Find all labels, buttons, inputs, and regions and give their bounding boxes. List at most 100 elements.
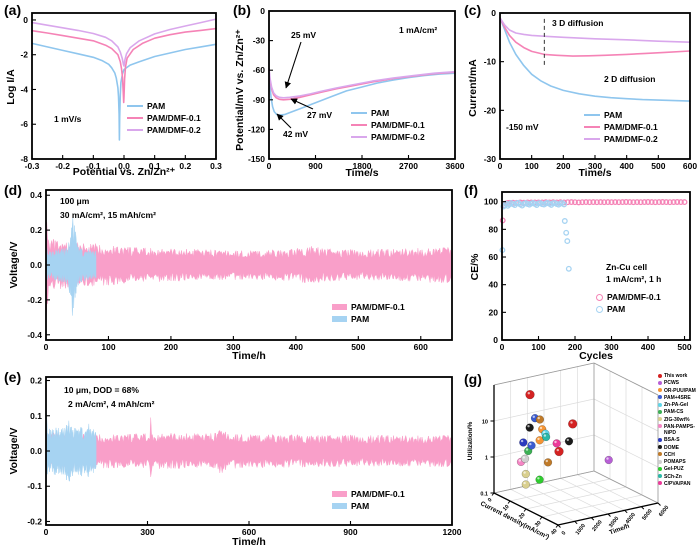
svg-text:300: 300 [604,342,618,352]
legend-item: PAM [332,501,405,511]
svg-text:40: 40 [550,528,559,537]
panel-f: (f) CE/% Cycles 0 100 200 300 400 500 100 80 60 4… [464,180,698,363]
svg-text:2 D diffusion: 2 D diffusion [604,74,655,84]
data-sphere [604,455,613,465]
svg-text:42 mV: 42 mV [283,129,308,139]
legend-item: Gel-PUZ [658,466,700,472]
svg-text:25 mV: 25 mV [291,30,316,40]
legend-swatch [351,123,367,127]
legend-label: PAM/DMF-0.1 [604,122,658,132]
panel-a-ylabel: Log I/A [5,69,17,105]
svg-text:27 mV: 27 mV [307,110,332,120]
legend-item: PAM/DMF-0.1 [351,120,425,130]
data-sphere [552,439,561,448]
legend-item: C/PVA/PAN [658,481,700,487]
svg-text:0.1: 0.1 [30,411,42,421]
legend-item: OR-PUU/PAM [658,388,700,394]
svg-text:1 mA/cm², 1 h: 1 mA/cm², 1 h [606,274,661,284]
panel-b-label: (b) [233,2,251,18]
data-sphere [520,454,530,463]
svg-text:0: 0 [267,161,272,171]
legend-d: PAM/DMF-0.1 PAM [332,302,405,324]
svg-text:0.2: 0.2 [30,225,42,235]
svg-text:-0.1: -0.1 [27,481,42,491]
legend-item: PAM [584,110,658,120]
panel-a: (a) Log I/A Potential vs. Zn/Zn²⁺ -0.3 -0… [2,2,231,178]
legend-dot [658,445,662,449]
svg-text:0.1: 0.1 [149,161,161,171]
legend-label: PAM/DMF-0.2 [371,132,425,142]
svg-text:400: 400 [289,342,303,352]
legend-swatch [127,104,143,108]
legend-label: SCh-Zn [664,473,682,480]
legend-label: POMAPS [664,459,686,465]
svg-text:2700: 2700 [399,161,418,171]
svg-text:30: 30 [534,520,543,529]
svg-text:0.2: 0.2 [179,161,191,171]
legend-label: PAM/DMF-0.2 [147,125,201,135]
svg-text:-150 mV: -150 mV [506,122,539,132]
svg-text:-0.2: -0.2 [55,161,70,171]
svg-text:0: 0 [487,497,493,503]
legend-label: Gel-PUZ [664,466,684,473]
svg-text:0: 0 [491,8,496,18]
panel-g: (g) 0.1 1 10 0 10 20 30 40 0 1000 2000 3000 4000 5000… [462,362,700,552]
svg-text:500: 500 [351,342,365,352]
panel-c-ylabel: Current/mA [467,59,479,117]
panel-a-xlabel: Potential vs. Zn/Zn²⁺ [72,166,176,178]
legend-label: This work [664,373,688,379]
svg-text:10: 10 [482,420,488,426]
svg-text:-20: -20 [484,105,497,115]
svg-text:1000: 1000 [575,523,587,536]
data-sphere [519,438,528,447]
legend-swatch [584,125,600,129]
legend-dot [658,474,662,478]
plot-b: 0 900 1800 2700 3600 0 -30 -60 -90 -120 -150 1 mA/c… [248,6,465,171]
legend-label: PAN-PAMPS-NiPD [664,423,695,436]
data-sphere [535,475,544,484]
legend-label: BSA-S [664,437,680,444]
legend-label: PAM-CS [664,409,684,416]
svg-text:-4: -4 [20,84,28,94]
legend-label: DOME [664,444,679,451]
data-sphere [541,432,551,442]
panel-e-label: (e) [4,369,22,385]
panel-b: (b) Potential/mV vs. Zn/Zn²⁺ Time/s 0 900… [233,2,465,179]
panel-e-xlabel: Time/h [232,536,266,548]
svg-text:300: 300 [140,527,154,537]
legend-label: OR-PUU/PAM [664,387,696,394]
svg-text:60: 60 [489,252,499,262]
legend-b: PAM PAM/DMF-0.1 PAM/DMF-0.2 [351,108,425,142]
legend-dot [658,459,662,464]
plot-a: -0.3 -0.2 -0.1 0.0 0.1 0.2 0.3 0 -2 -4 -6 -8 1 mV/s [20,12,222,171]
panel-c-xlabel: Time/s [578,167,612,179]
svg-text:900: 900 [308,161,322,171]
legend-label: PAM [351,314,370,324]
legend-dot [658,437,662,442]
legend-g: This work PCWS OR-PUU/PAM PAM+4SRE Zn-PA-Gel… [658,373,700,487]
svg-text:-10: -10 [484,57,497,67]
data-sphere [535,415,545,424]
svg-text:-8: -8 [20,154,28,164]
legend-dot [658,380,662,385]
svg-text:0.1: 0.1 [480,492,488,498]
svg-text:-150: -150 [248,154,265,164]
svg-text:0: 0 [260,6,265,16]
legend-label: PAM/DMF-0.1 [351,302,405,312]
legend-label: PAM/DMF-0.2 [604,134,658,144]
svg-text:400: 400 [620,161,634,171]
svg-text:-0.2: -0.2 [27,295,42,305]
legend-label: Zn-PA-Gel [664,402,689,408]
panel-g-label: (g) [464,371,482,387]
legend-dot [658,395,662,400]
legend-label: PAM/DMF-0.1 [607,292,661,302]
legend-label: PAM [371,108,390,118]
legend-dot [658,481,662,486]
svg-text:-0.3: -0.3 [25,161,40,171]
legend-dot [658,409,662,414]
svg-text:100: 100 [525,161,539,171]
svg-text:0.3: 0.3 [210,161,222,171]
legend-item: PAM/DMF-0.1 [127,113,201,123]
svg-text:600: 600 [414,342,428,352]
